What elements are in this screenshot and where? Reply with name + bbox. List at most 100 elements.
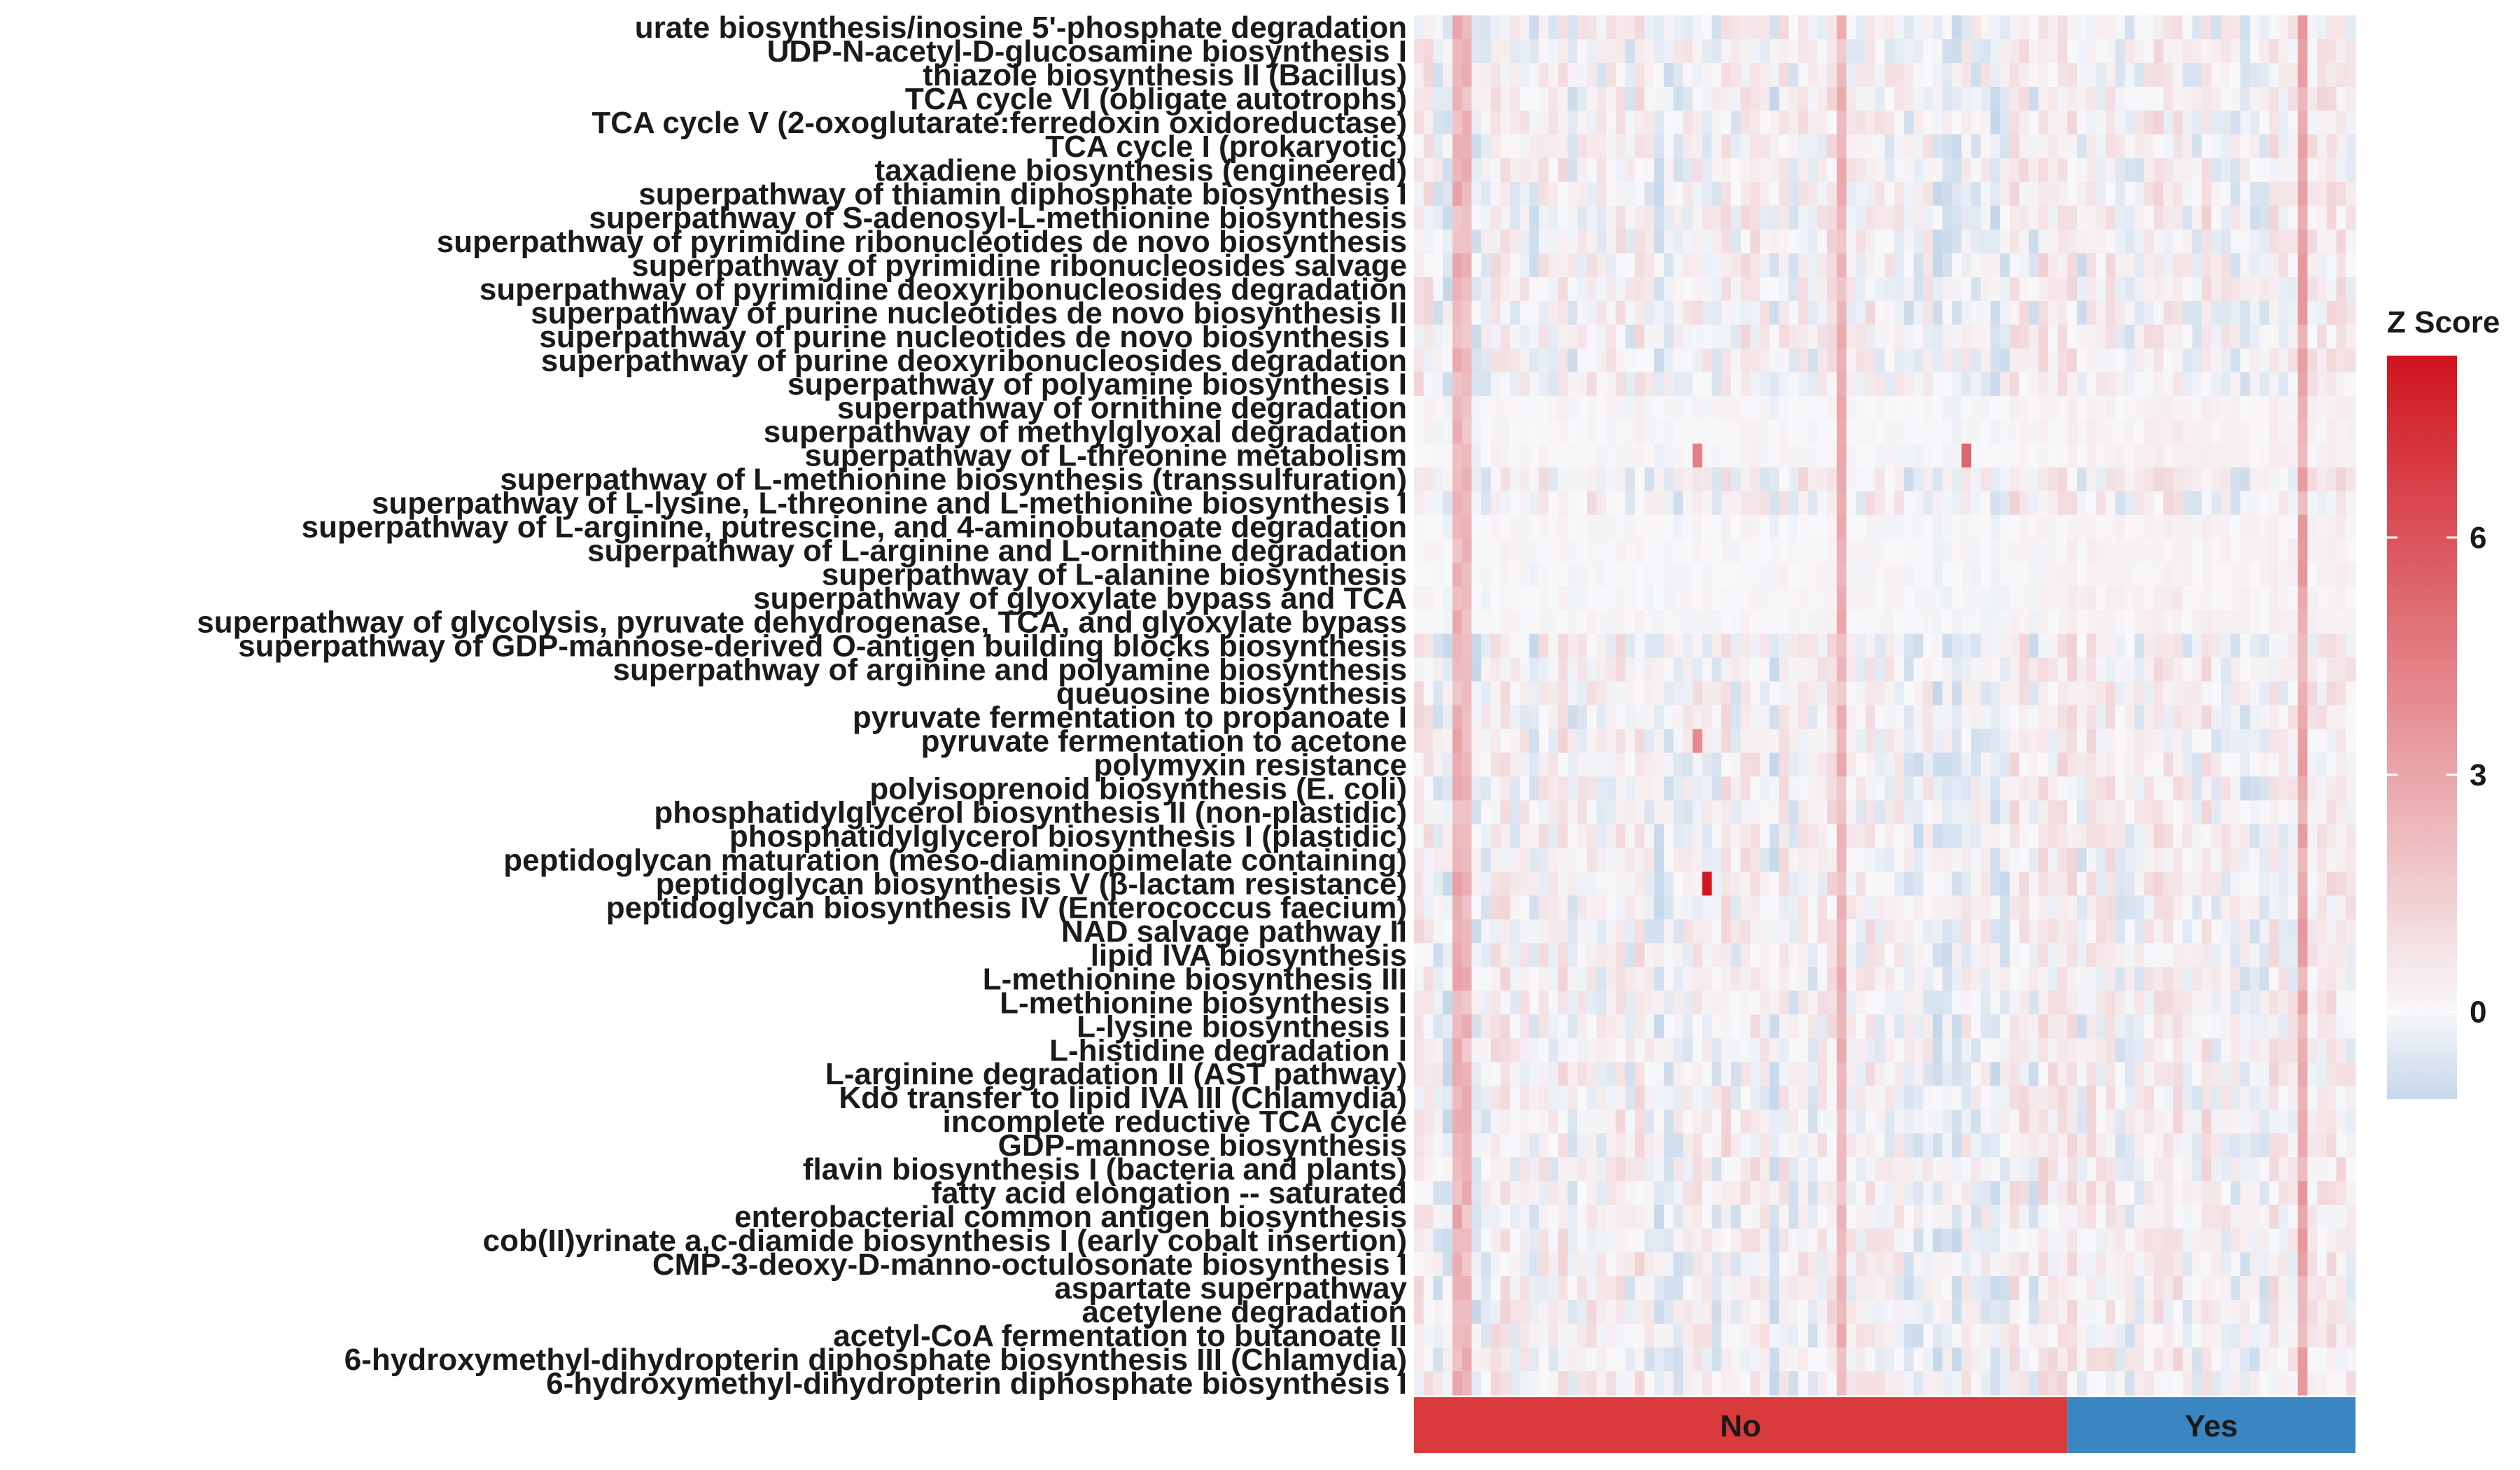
heatmap-cell (2202, 300, 2212, 326)
heatmap-cell (2240, 467, 2250, 492)
heatmap-cell (2220, 562, 2232, 587)
heatmap-cell (1577, 467, 1588, 492)
heatmap-cell (1980, 562, 1991, 587)
heatmap-cell (1721, 990, 1732, 1015)
heatmap-cell (1587, 15, 1597, 40)
heatmap-cell (1980, 467, 1991, 492)
heatmap-cell (2269, 610, 2279, 635)
heatmap-cell (2317, 1086, 2328, 1110)
heatmap-cell (1414, 86, 1424, 111)
heatmap-cell (2173, 1133, 2183, 1158)
heatmap-cell (2096, 776, 2106, 802)
heatmap-cell (1423, 943, 1434, 967)
heatmap-cell (1596, 990, 1607, 1015)
heatmap-cell (1788, 776, 1799, 802)
heatmap-cell (2336, 514, 2346, 540)
heatmap-cell (1760, 276, 1770, 302)
heatmap-cell (1836, 681, 1847, 706)
heatmap-cell (1798, 562, 1809, 587)
heatmap-cell (2240, 872, 2250, 896)
heatmap-cell (1923, 1133, 1933, 1158)
heatmap-cell (2202, 919, 2212, 944)
heatmap-cell (2288, 562, 2299, 587)
heatmap-cell (2230, 967, 2241, 991)
heatmap-cell (2220, 895, 2232, 920)
heatmap-cell (2288, 514, 2299, 540)
heatmap-cell (1971, 729, 1982, 754)
heatmap-cell (2307, 681, 2318, 706)
heatmap-cell (1683, 824, 1693, 848)
heatmap-cell (1884, 1038, 1895, 1063)
heatmap-cell (1712, 38, 1722, 64)
heatmap-cell (2297, 848, 2308, 872)
heatmap-cell (1990, 752, 2001, 778)
heatmap-cell (1510, 586, 1520, 611)
heatmap-cell (2317, 253, 2328, 278)
heatmap-cell (1490, 919, 1502, 944)
heatmap-cell (1433, 38, 1443, 64)
heatmap-cell (2124, 62, 2135, 88)
heatmap-cell (1625, 467, 1636, 492)
heatmap-cell (2326, 1086, 2337, 1110)
heatmap-cell (1654, 990, 1665, 1015)
heatmap-cell (1510, 229, 1520, 254)
heatmap-cell (1817, 967, 1828, 991)
heatmap-cell (1663, 419, 1674, 444)
heatmap-cell (2038, 86, 2049, 111)
heatmap-cell (1856, 943, 1866, 967)
heatmap-cell (1961, 705, 1972, 730)
heatmap-cell (2278, 443, 2289, 468)
heatmap-cell (1616, 276, 1626, 302)
heatmap-cell (1587, 1086, 1597, 1110)
heatmap-cell (1539, 586, 1549, 611)
heatmap-cell (1673, 776, 1684, 802)
heatmap-cell (2134, 467, 2145, 492)
heatmap-cell (1673, 872, 1684, 896)
heatmap-cell (2220, 491, 2232, 516)
heatmap-cell (2182, 752, 2193, 778)
heatmap-cell (1423, 300, 1434, 326)
heatmap-cell (1798, 610, 1809, 635)
heatmap-cell (1740, 752, 1751, 778)
heatmap-cell (1433, 205, 1443, 230)
heatmap-cell (2106, 967, 2116, 991)
heatmap-cell (2057, 634, 2068, 659)
heatmap-cell (1903, 824, 1914, 848)
heatmap-cell (1817, 467, 1828, 492)
heatmap-cell (1971, 15, 1982, 40)
heatmap-cell (1817, 657, 1828, 682)
heatmap-cell (1452, 348, 1463, 373)
heatmap-cell (1894, 514, 1905, 540)
heatmap-cell (1490, 943, 1502, 967)
heatmap-cell (1654, 491, 1665, 516)
heatmap-cell (1712, 657, 1722, 682)
heatmap-cell (1519, 895, 1530, 920)
heatmap-cell (2240, 443, 2250, 468)
heatmap-cell (1471, 1157, 1482, 1182)
heatmap-cell (1980, 419, 1991, 444)
heatmap-cell (1798, 752, 1809, 778)
heatmap-cell (2057, 1038, 2068, 1063)
heatmap-cell (2124, 990, 2135, 1015)
heatmap-cell (2336, 15, 2346, 40)
heatmap-cell (1760, 324, 1770, 349)
heatmap-cell (1683, 800, 1693, 825)
heatmap-cell (1634, 181, 1645, 206)
heatmap-cell (2336, 967, 2346, 991)
heatmap-cell (1712, 1014, 1722, 1039)
heatmap-cell (1990, 86, 2001, 111)
heatmap-cell (1673, 1038, 1684, 1063)
heatmap-cell (1606, 253, 1616, 278)
heatmap-cell (1788, 1086, 1799, 1110)
heatmap-cell (2250, 134, 2260, 159)
heatmap-cell (2173, 681, 2183, 706)
heatmap-cell (1980, 729, 1991, 754)
heatmap-cell (2336, 634, 2346, 659)
heatmap-cell (2269, 943, 2279, 967)
heatmap-cell (1567, 86, 1578, 111)
heatmap-cell (2173, 824, 2183, 848)
heatmap-cell (1654, 348, 1665, 373)
heatmap-cell (1990, 943, 2001, 967)
heatmap-cell (1433, 943, 1443, 967)
heatmap-cell (1481, 872, 1492, 896)
